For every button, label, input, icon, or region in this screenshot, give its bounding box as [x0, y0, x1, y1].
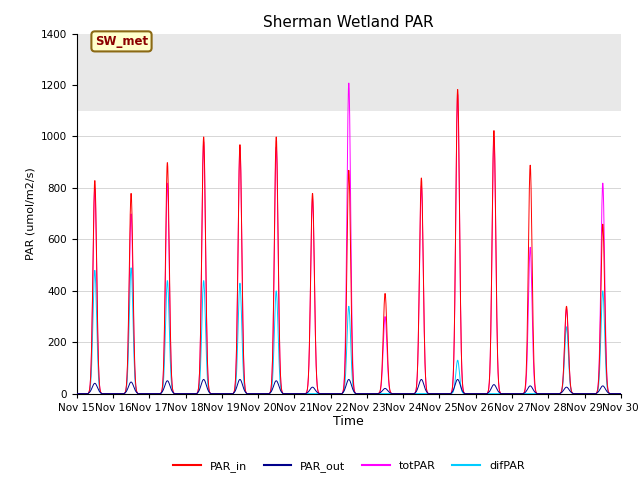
Legend: PAR_in, PAR_out, totPAR, difPAR: PAR_in, PAR_out, totPAR, difPAR	[168, 457, 529, 477]
X-axis label: Time: Time	[333, 415, 364, 429]
Title: Sherman Wetland PAR: Sherman Wetland PAR	[264, 15, 434, 30]
Y-axis label: PAR (umol/m2/s): PAR (umol/m2/s)	[25, 167, 35, 260]
Text: SW_met: SW_met	[95, 35, 148, 48]
Bar	[77, 34, 621, 111]
